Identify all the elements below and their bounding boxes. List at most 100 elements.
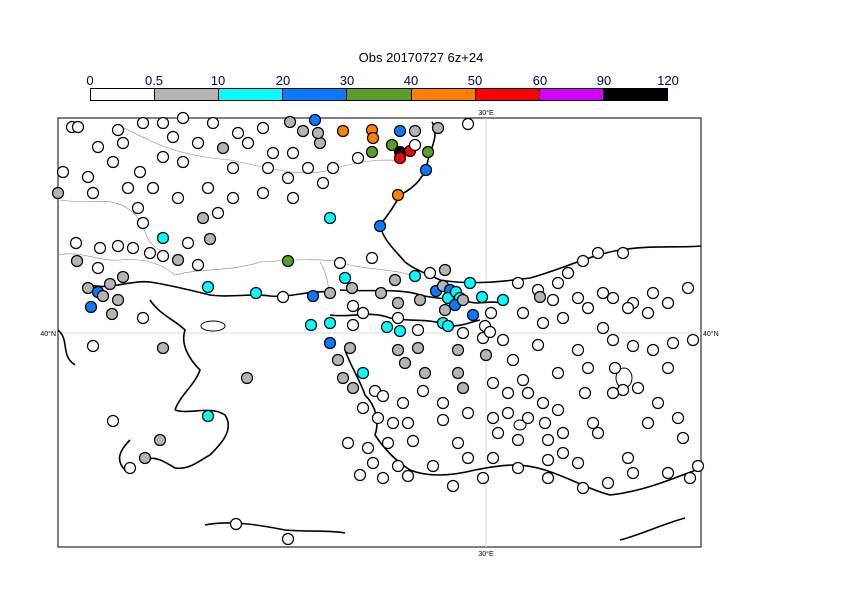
- station-marker: [216, 141, 230, 155]
- station-marker: [380, 320, 394, 334]
- station-marker: [229, 517, 243, 531]
- station-marker: [323, 336, 337, 350]
- colorbar-segment: [539, 89, 604, 100]
- station-marker: [641, 306, 655, 320]
- station-marker: [511, 276, 525, 290]
- station-marker: [466, 308, 480, 322]
- station-marker: [311, 126, 325, 140]
- station-marker: [391, 188, 405, 202]
- station-marker: [538, 416, 552, 430]
- station-marker: [196, 211, 210, 225]
- tick-9: 120: [657, 73, 679, 88]
- station-marker: [578, 386, 592, 400]
- station-marker: [71, 120, 85, 134]
- station-marker: [401, 416, 415, 430]
- station-marker: [486, 451, 500, 465]
- station-marker: [463, 276, 477, 290]
- station-marker: [331, 353, 345, 367]
- station-marker: [393, 324, 407, 338]
- station-marker: [626, 466, 640, 480]
- station-marker: [541, 433, 555, 447]
- station-marker: [533, 290, 547, 304]
- station-marker: [418, 366, 432, 380]
- station-marker: [308, 113, 322, 127]
- station-marker: [191, 258, 205, 272]
- station-marker: [323, 211, 337, 225]
- station-marker: [96, 289, 110, 303]
- station-marker: [201, 409, 215, 423]
- station-marker: [256, 186, 270, 200]
- station-marker: [86, 339, 100, 353]
- station-marker: [398, 356, 412, 370]
- colorbar-segment: [91, 89, 156, 100]
- station-marker: [106, 155, 120, 169]
- station-marker: [551, 276, 565, 290]
- station-marker: [286, 146, 300, 160]
- map-title: Obs 20170727 6z+24: [358, 50, 484, 65]
- station-marker: [373, 219, 387, 233]
- station-marker: [336, 371, 350, 385]
- station-marker: [531, 338, 545, 352]
- station-marker: [133, 165, 147, 179]
- station-marker: [388, 273, 402, 287]
- station-marker: [506, 353, 520, 367]
- station-marker: [536, 316, 550, 330]
- lakes: [200, 320, 633, 431]
- lon-label-top: 30°E: [478, 109, 494, 117]
- colorbar: [90, 88, 668, 101]
- station-marker: [283, 115, 297, 129]
- station-marker: [521, 386, 535, 400]
- station-marker: [356, 366, 370, 380]
- station-marker: [111, 293, 125, 307]
- station-marker: [381, 436, 395, 450]
- station-marker: [346, 381, 360, 395]
- station-marker: [156, 116, 170, 130]
- colorbar-segment: [219, 89, 284, 100]
- station-marker: [606, 291, 620, 305]
- station-marker: [286, 191, 300, 205]
- station-marker: [606, 386, 620, 400]
- tick-1: 0.5: [144, 73, 164, 88]
- station-marker: [416, 384, 430, 398]
- station-marker: [313, 136, 327, 150]
- station-marker: [676, 431, 690, 445]
- station-marker: [176, 111, 190, 125]
- colorbar-segment: [475, 89, 540, 100]
- station-marker: [69, 236, 83, 250]
- station-marker: [376, 389, 390, 403]
- station-marker: [353, 468, 367, 482]
- station-marker: [336, 124, 350, 138]
- station-marker: [421, 145, 435, 159]
- station-marker: [479, 348, 493, 362]
- station-marker: [226, 161, 240, 175]
- station-marker: [621, 451, 635, 465]
- station-marker: [456, 326, 470, 340]
- station-marker: [266, 146, 280, 160]
- station-marker: [105, 307, 119, 321]
- station-marker: [385, 138, 399, 152]
- station-marker: [376, 471, 390, 485]
- station-marker: [646, 343, 660, 357]
- station-marker: [181, 236, 195, 250]
- station-marker: [131, 201, 145, 215]
- station-marker: [616, 383, 630, 397]
- station-marker: [496, 333, 510, 347]
- station-marker: [345, 281, 359, 295]
- tick-8: 90: [596, 73, 612, 88]
- station-marker: [661, 361, 675, 375]
- station-marker: [608, 361, 622, 375]
- station-marker: [316, 176, 330, 190]
- station-marker: [691, 459, 705, 473]
- station-marker: [203, 232, 217, 246]
- station-marker: [326, 161, 340, 175]
- station-marker: [521, 411, 535, 425]
- station-marker: [475, 290, 489, 304]
- country-borders: [57, 124, 411, 296]
- station-marker: [483, 325, 497, 339]
- station-marker: [81, 170, 95, 184]
- station-marker: [240, 371, 254, 385]
- station-marker: [556, 426, 570, 440]
- station-marker: [476, 471, 490, 485]
- station-marker: [461, 451, 475, 465]
- station-marker: [666, 336, 680, 350]
